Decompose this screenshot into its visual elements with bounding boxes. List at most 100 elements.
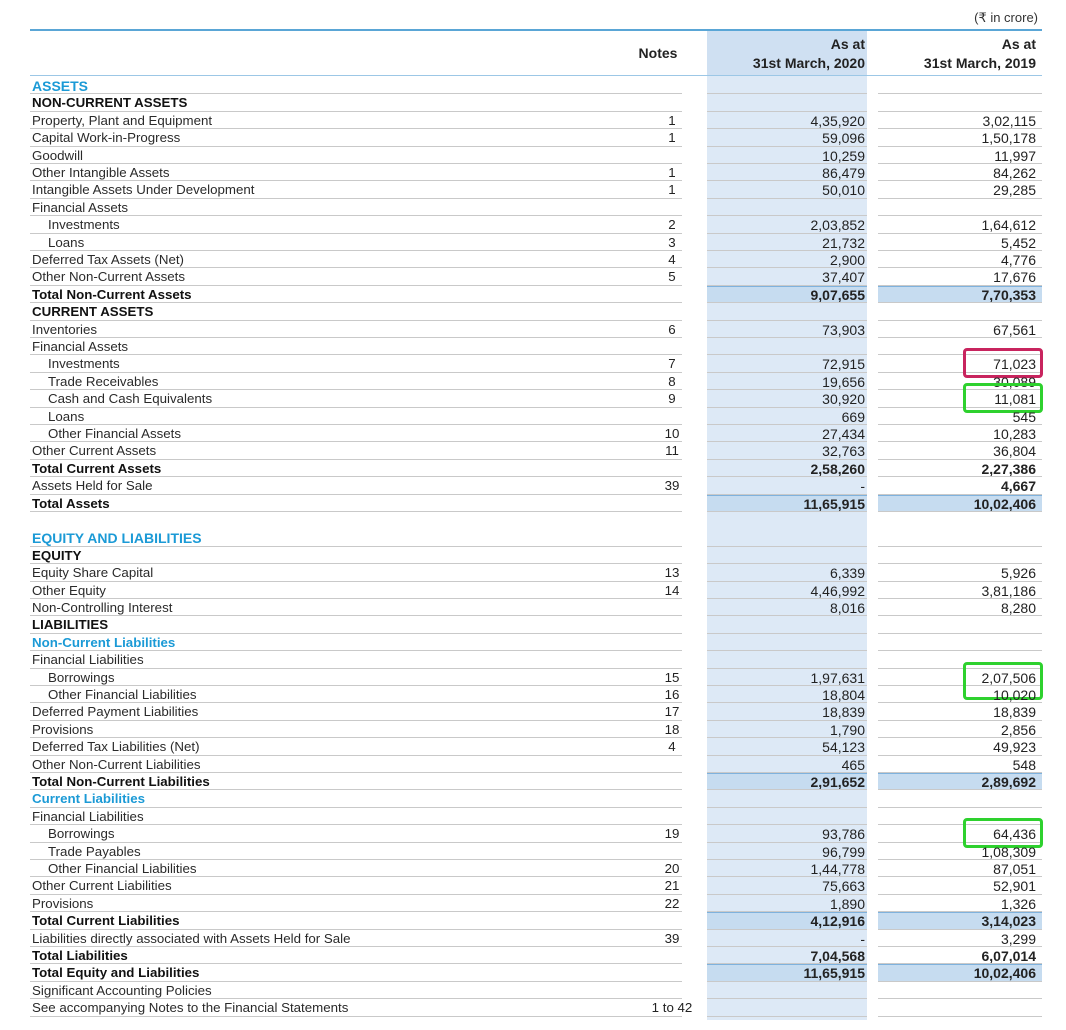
table-row: Non-Controlling Interest 8,016 8,280 [30, 599, 1042, 617]
row-rule [878, 719, 1042, 721]
row-rule [707, 911, 867, 913]
table-row: Provisions 18 1,790 2,856 [30, 721, 1042, 739]
value-2020: 96,799 [822, 843, 865, 860]
value-2020: 7,04,568 [810, 948, 866, 964]
total-shade-2019 [878, 964, 1042, 982]
row-rule [30, 928, 682, 930]
table-row: Deferred Payment Liabilities 17 18,839 18,8… [30, 703, 1042, 721]
total-shade-2019 [878, 912, 1042, 930]
table-row: Other Financial Liabilities 16 18,804 10,02… [30, 686, 1042, 704]
row-label: Other Intangible Assets [32, 165, 170, 180]
total-shade-2019 [878, 494, 1042, 512]
row-label: Investments [48, 217, 120, 233]
row-rule [878, 267, 1042, 269]
value-2020: 21,732 [822, 234, 865, 251]
value-2020: 1,44,778 [810, 861, 866, 877]
row-label: Deferred Tax Assets (Net) [32, 252, 184, 267]
row-note: 4 [668, 252, 676, 267]
row-rule [30, 493, 682, 495]
value-2020: 2,900 [829, 252, 865, 268]
row-label: Total Non-Current Assets [32, 286, 192, 302]
row-label: Property, Plant and Equipment [32, 112, 213, 128]
row-note: 14 [664, 582, 680, 598]
value-2019: 2,07,506 [981, 669, 1037, 686]
table-row: Financial Assets [30, 199, 1042, 217]
row-rule [707, 998, 867, 1000]
row-rule [707, 476, 867, 478]
row-rule [878, 162, 1042, 164]
row-rule [30, 458, 682, 460]
row-label: CURRENT ASSETS [32, 304, 154, 320]
value-2020: 4,12,916 [810, 913, 866, 930]
row-label: See accompanying Notes to the Financial … [32, 1000, 349, 1016]
value-2020: 50,010 [822, 182, 865, 199]
row-rule [707, 319, 867, 321]
value-2020: 4,35,920 [810, 112, 866, 129]
row-note: 17 [664, 704, 680, 720]
row-rule [878, 789, 1042, 791]
table-row: Other Current Liabilities 21 75,663 52,901 [30, 877, 1042, 895]
row-rule [707, 128, 867, 130]
table-row: See accompanying Notes to the Financial … [30, 999, 1042, 1017]
row-note: 11 [665, 443, 679, 459]
value-2020: 465 [841, 756, 865, 773]
row-rule [707, 963, 867, 965]
row-rule [707, 545, 867, 547]
value-2020: 10,259 [822, 147, 865, 164]
row-label: Total Liabilities [32, 948, 128, 963]
row-label: Equity Share Capital [32, 565, 154, 581]
row-rule [30, 162, 682, 164]
value-2020: 2,91,652 [810, 774, 866, 790]
row-label: Capital Work-in-Progress [32, 130, 181, 146]
row-label: Goodwill [32, 147, 83, 163]
table-row: Current Liabilities [30, 790, 1042, 808]
value-2020: 59,096 [822, 130, 865, 147]
row-note: 1 [668, 182, 676, 198]
row-rule [878, 824, 1042, 826]
row-label: Trade Receivables [48, 373, 159, 389]
table-row: Financial Liabilities [30, 651, 1042, 669]
row-rule [30, 510, 682, 512]
row-rule [30, 371, 682, 373]
row-rule [30, 406, 682, 408]
row-rule [707, 858, 867, 860]
table-row: Total Assets 11,65,915 10,02,406 [30, 494, 1042, 512]
row-rule [878, 684, 1042, 686]
row-label: Borrowings [48, 826, 115, 842]
table-row: Investments 2 2,03,852 1,64,612 [30, 216, 1042, 234]
row-rule [30, 824, 682, 826]
value-2020: 19,656 [822, 373, 865, 390]
row-rule [878, 545, 1042, 547]
row-rule [30, 476, 682, 478]
row-rule [707, 93, 867, 95]
row-label: Liabilities directly associated with Ass… [32, 930, 351, 946]
table-row: Financial Assets [30, 338, 1042, 356]
row-rule [30, 945, 682, 947]
row-rule [707, 806, 867, 808]
row-rule [30, 302, 682, 304]
row-rule [878, 232, 1042, 234]
value-2019: 1,64,612 [981, 217, 1037, 234]
row-label: Total Equity and Liabilities [32, 965, 200, 981]
row-rule [30, 841, 682, 843]
value-2019: 2,89,692 [981, 774, 1037, 790]
value-2019: 10,02,406 [973, 965, 1036, 982]
total-shade-2020 [707, 912, 867, 930]
row-rule [30, 789, 682, 791]
value-2019: 49,923 [993, 739, 1036, 756]
row-rule [30, 580, 682, 582]
table-row: Other Intangible Assets 1 86,479 84,262 [30, 164, 1042, 182]
row-rule [707, 441, 867, 443]
value-2020: 86,479 [822, 165, 865, 181]
header-top-rule [30, 29, 1042, 31]
row-label: Trade Payables [48, 843, 141, 859]
row-note: 4 [668, 739, 676, 755]
table-row: Significant Accounting Policies [30, 982, 1042, 1000]
row-label: Intangible Assets Under Development [32, 182, 255, 198]
row-label: LIABILITIES [32, 617, 109, 633]
value-2020: 37,407 [822, 269, 865, 286]
row-rule [30, 650, 682, 652]
row-rule [707, 232, 867, 234]
table-row: Property, Plant and Equipment 1 4,35,920 3,… [30, 112, 1042, 130]
row-rule [707, 667, 867, 669]
